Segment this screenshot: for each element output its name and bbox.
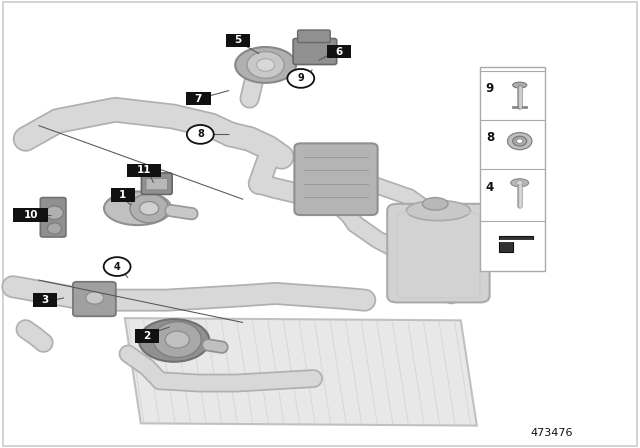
Ellipse shape — [86, 292, 104, 304]
Ellipse shape — [130, 194, 168, 223]
FancyBboxPatch shape — [387, 204, 490, 302]
Ellipse shape — [154, 322, 202, 358]
FancyBboxPatch shape — [480, 67, 545, 271]
Text: 473476: 473476 — [531, 428, 573, 438]
FancyBboxPatch shape — [135, 329, 159, 343]
FancyBboxPatch shape — [127, 164, 161, 177]
Text: 10: 10 — [24, 210, 38, 220]
Ellipse shape — [516, 181, 523, 185]
Circle shape — [187, 125, 214, 144]
Ellipse shape — [406, 201, 470, 221]
Text: 9: 9 — [298, 73, 304, 83]
Text: 3: 3 — [41, 295, 49, 305]
Text: 4: 4 — [114, 262, 120, 271]
FancyBboxPatch shape — [33, 293, 57, 307]
FancyBboxPatch shape — [13, 208, 48, 222]
Text: 8: 8 — [197, 129, 204, 139]
Text: 6: 6 — [335, 47, 343, 56]
Ellipse shape — [45, 206, 63, 220]
Polygon shape — [125, 318, 477, 426]
FancyBboxPatch shape — [293, 39, 337, 65]
FancyBboxPatch shape — [111, 188, 135, 202]
Circle shape — [104, 257, 131, 276]
FancyBboxPatch shape — [298, 30, 330, 43]
Ellipse shape — [513, 82, 527, 88]
Text: 11: 11 — [137, 165, 151, 175]
Ellipse shape — [422, 198, 448, 210]
Ellipse shape — [139, 319, 209, 362]
FancyBboxPatch shape — [226, 34, 250, 47]
Ellipse shape — [511, 179, 529, 187]
FancyBboxPatch shape — [40, 198, 66, 237]
Text: 7: 7 — [195, 94, 202, 103]
Text: 1: 1 — [119, 190, 127, 200]
Ellipse shape — [513, 136, 527, 146]
Ellipse shape — [104, 192, 172, 225]
Ellipse shape — [247, 52, 284, 78]
Ellipse shape — [257, 59, 275, 71]
Ellipse shape — [235, 47, 296, 83]
Circle shape — [287, 69, 314, 88]
Text: 5: 5 — [234, 35, 242, 45]
FancyBboxPatch shape — [146, 178, 168, 190]
Ellipse shape — [165, 331, 189, 348]
FancyBboxPatch shape — [327, 45, 351, 58]
FancyBboxPatch shape — [73, 282, 116, 316]
Text: 4: 4 — [486, 181, 494, 194]
Polygon shape — [499, 236, 532, 252]
Text: 8: 8 — [486, 131, 494, 145]
Ellipse shape — [516, 139, 523, 143]
FancyBboxPatch shape — [186, 92, 211, 105]
Ellipse shape — [140, 202, 159, 215]
Ellipse shape — [47, 223, 61, 234]
Text: 9: 9 — [486, 82, 494, 95]
FancyBboxPatch shape — [141, 173, 172, 194]
Text: 2: 2 — [143, 331, 151, 341]
FancyBboxPatch shape — [294, 143, 378, 215]
Ellipse shape — [508, 133, 532, 150]
